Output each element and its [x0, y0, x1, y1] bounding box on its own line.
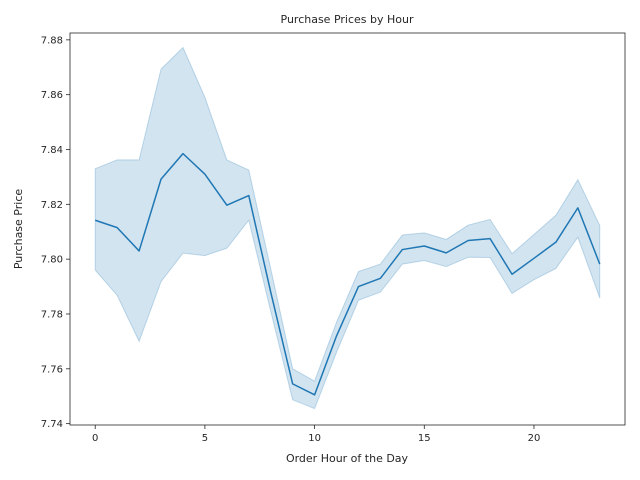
plot-area: [94, 46, 601, 410]
confidence-band: [94, 46, 601, 410]
chart-title: Purchase Prices by Hour: [281, 13, 414, 26]
y-tick-label: 7.80: [41, 255, 63, 266]
x-tick-label: 0: [92, 433, 98, 444]
x-tick-label: 5: [202, 433, 208, 444]
y-axis-label: Purchase Price: [12, 189, 25, 270]
series-line: [94, 152, 601, 396]
x-tick-label: 15: [418, 433, 431, 444]
plot-frame: [69, 32, 626, 426]
y-tick-label: 7.82: [41, 200, 63, 211]
y-axis: 7.74 7.76 7.78 7.80 7.82 7.84 7.86 7.88: [41, 35, 70, 430]
y-tick-label: 7.76: [41, 364, 63, 375]
x-tick-label: 10: [308, 433, 321, 444]
x-tick-label: 20: [528, 433, 541, 444]
y-tick-label: 7.86: [41, 90, 63, 101]
x-axis-label: Order Hour of the Day: [286, 452, 409, 465]
y-tick-label: 7.88: [41, 35, 63, 46]
y-tick-label: 7.78: [41, 309, 63, 320]
y-tick-label: 7.84: [41, 145, 63, 156]
y-tick-label: 7.74: [41, 419, 63, 430]
x-axis: 0 5 10 15 20: [92, 425, 540, 444]
